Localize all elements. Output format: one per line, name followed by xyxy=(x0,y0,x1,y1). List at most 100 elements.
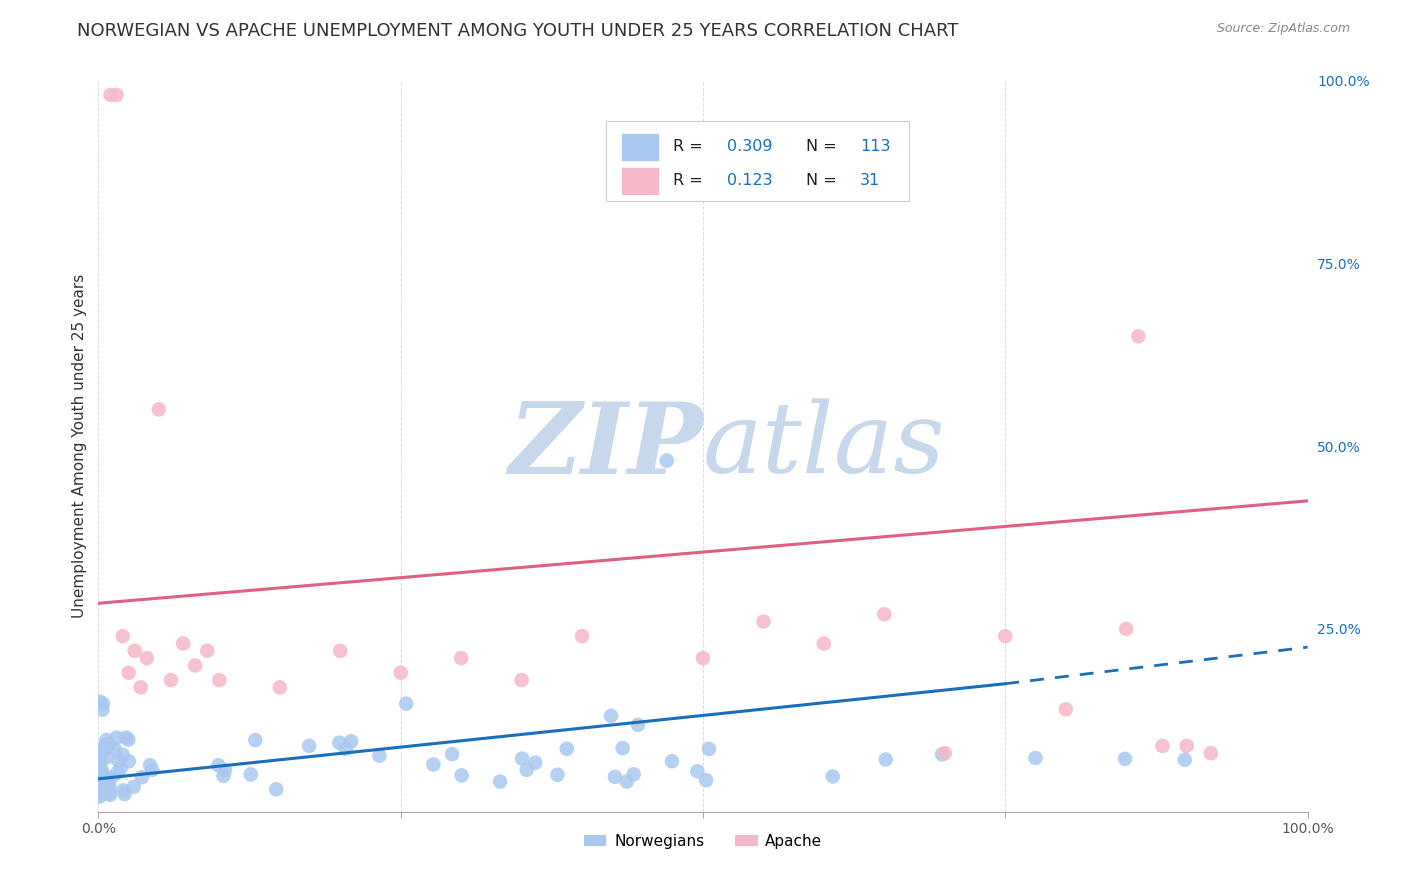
Point xyxy=(422,757,444,772)
Text: 31: 31 xyxy=(860,173,880,188)
Point xyxy=(441,747,464,761)
Point xyxy=(117,732,139,747)
Point xyxy=(87,755,110,769)
Point xyxy=(239,767,262,781)
Point xyxy=(813,636,835,650)
Point xyxy=(89,777,111,791)
Point xyxy=(1174,753,1197,767)
Text: NORWEGIAN VS APACHE UNEMPLOYMENT AMONG YOUTH UNDER 25 YEARS CORRELATION CHART: NORWEGIAN VS APACHE UNEMPLOYMENT AMONG Y… xyxy=(77,22,959,40)
Point xyxy=(87,761,110,775)
Point xyxy=(100,771,122,785)
Point xyxy=(875,753,897,767)
Point xyxy=(510,673,533,687)
Point xyxy=(96,738,118,752)
Point xyxy=(368,748,391,763)
Point xyxy=(94,774,117,789)
Point xyxy=(207,758,229,772)
Point xyxy=(661,754,683,768)
Point xyxy=(89,785,111,799)
Point xyxy=(195,644,218,658)
Point xyxy=(118,665,141,680)
Point xyxy=(96,781,118,796)
Point xyxy=(100,87,122,102)
Point xyxy=(111,629,134,643)
Point xyxy=(752,615,775,629)
Legend: Norwegians, Apache: Norwegians, Apache xyxy=(578,828,828,855)
Point xyxy=(1114,752,1136,766)
Point xyxy=(298,739,321,753)
Point xyxy=(627,718,650,732)
Point xyxy=(269,681,291,695)
Point xyxy=(1128,329,1150,343)
Point xyxy=(821,769,844,783)
Point xyxy=(264,782,287,797)
Point xyxy=(994,629,1017,643)
Point xyxy=(93,780,115,794)
Y-axis label: Unemployment Among Youth under 25 years: Unemployment Among Youth under 25 years xyxy=(72,274,87,618)
Point xyxy=(450,651,472,665)
Point xyxy=(571,629,593,643)
Point xyxy=(148,402,170,417)
Point xyxy=(686,764,709,779)
Point xyxy=(510,751,533,765)
Point xyxy=(212,769,235,783)
Point xyxy=(96,773,118,788)
Point xyxy=(96,772,118,786)
Point xyxy=(90,773,112,788)
Point xyxy=(91,771,114,785)
FancyBboxPatch shape xyxy=(621,168,659,195)
Point xyxy=(87,749,110,764)
Point xyxy=(105,87,128,102)
Point xyxy=(89,756,111,771)
Point xyxy=(395,697,418,711)
Point xyxy=(112,783,135,797)
Point xyxy=(516,763,538,777)
Point xyxy=(612,741,634,756)
Point xyxy=(122,780,145,794)
Point xyxy=(96,781,118,796)
Point xyxy=(934,746,956,760)
Point xyxy=(489,774,512,789)
Text: ZIP: ZIP xyxy=(508,398,703,494)
Point xyxy=(335,742,357,756)
Text: atlas: atlas xyxy=(703,399,946,493)
Point xyxy=(214,763,236,777)
Point xyxy=(87,777,110,791)
Text: R =: R = xyxy=(672,173,703,188)
Point xyxy=(89,766,111,780)
Point xyxy=(91,773,114,788)
Point xyxy=(107,754,129,768)
Point xyxy=(931,747,953,762)
Point xyxy=(139,758,162,772)
Point xyxy=(87,771,110,785)
Point xyxy=(90,779,112,793)
Point xyxy=(600,708,623,723)
Point xyxy=(328,735,350,749)
Point xyxy=(1175,739,1198,753)
Point xyxy=(135,651,157,665)
FancyBboxPatch shape xyxy=(606,120,908,201)
Point xyxy=(124,644,146,658)
Point xyxy=(547,768,569,782)
Point xyxy=(1024,751,1046,765)
Point xyxy=(87,779,110,793)
Point xyxy=(131,770,153,784)
Point xyxy=(94,739,117,753)
Point xyxy=(1199,746,1222,760)
Point xyxy=(90,772,112,786)
Point xyxy=(91,703,114,717)
Point xyxy=(555,741,578,756)
Point xyxy=(89,762,111,776)
Point xyxy=(94,738,117,752)
Point xyxy=(1152,739,1174,753)
Point xyxy=(329,644,352,658)
Text: 113: 113 xyxy=(860,138,890,153)
Point xyxy=(873,607,896,622)
Point xyxy=(89,695,111,709)
Point xyxy=(110,761,132,775)
Point xyxy=(389,665,412,680)
Point xyxy=(87,766,110,780)
Point xyxy=(89,771,111,785)
Text: N =: N = xyxy=(806,173,837,188)
Point xyxy=(94,741,117,756)
